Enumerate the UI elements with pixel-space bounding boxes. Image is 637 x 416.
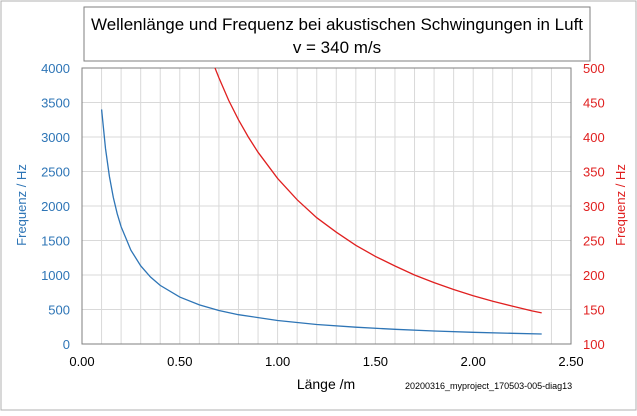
y-right-tick-label: 500 <box>583 61 605 76</box>
y-left-tick-label: 1500 <box>41 234 70 249</box>
y-right-tick-label: 350 <box>583 165 605 180</box>
chart-footnote: 20200316_myproject_170503-005-diag13 <box>405 381 572 391</box>
y-left-tick-label: 1000 <box>41 268 70 283</box>
y-right-tick-labels: 100 150 200 250 300 350 400 450 500 <box>583 61 605 352</box>
y-left-tick-label: 4000 <box>41 61 70 76</box>
y-right-tick-label: 150 <box>583 303 605 318</box>
x-axis-label: Länge /m <box>297 376 355 392</box>
y-left-tick-label: 2500 <box>41 165 70 180</box>
plot-frame <box>81 67 572 345</box>
y-right-tick-label: 300 <box>583 199 605 214</box>
chart-title-line1: Wellenlänge und Frequenz bei akustischen… <box>91 15 583 34</box>
y-right-tick-label: 450 <box>583 96 605 111</box>
x-tick-label: 1.00 <box>265 354 290 369</box>
plot-area-border <box>81 67 572 345</box>
y-axis-label-right: Frequenz / Hz <box>613 164 628 246</box>
y-right-tick-label: 100 <box>583 337 605 352</box>
y-left-tick-label: 3000 <box>41 130 70 145</box>
y-axis-label-left: Frequenz / Hz <box>14 164 29 246</box>
y-left-tick-label: 2000 <box>41 199 70 214</box>
series-layer <box>100 67 542 335</box>
series-line-red <box>214 67 542 314</box>
y-left-tick-label: 0 <box>63 337 70 352</box>
grid <box>82 68 571 344</box>
series-line-blue <box>100 109 542 335</box>
x-tick-label: 0.50 <box>167 354 192 369</box>
x-tick-label: 2.00 <box>461 354 486 369</box>
y-right-tick-label: 250 <box>583 234 605 249</box>
y-left-tick-label: 3500 <box>41 96 70 111</box>
y-left-tick-label: 500 <box>48 303 70 318</box>
x-tick-label: 0.00 <box>69 354 94 369</box>
y-right-tick-label: 400 <box>583 130 605 145</box>
x-tick-labels: 0.00 0.50 1.00 1.50 2.00 2.50 <box>69 354 583 369</box>
chart-title-line2: v = 340 m/s <box>293 38 381 57</box>
title-box <box>83 6 591 62</box>
y-left-tick-labels: 0 500 1000 1500 2000 2500 3000 3500 4000 <box>41 61 70 352</box>
x-tick-label: 2.50 <box>558 354 583 369</box>
y-right-tick-label: 200 <box>583 268 605 283</box>
x-tick-label: 1.50 <box>363 354 388 369</box>
